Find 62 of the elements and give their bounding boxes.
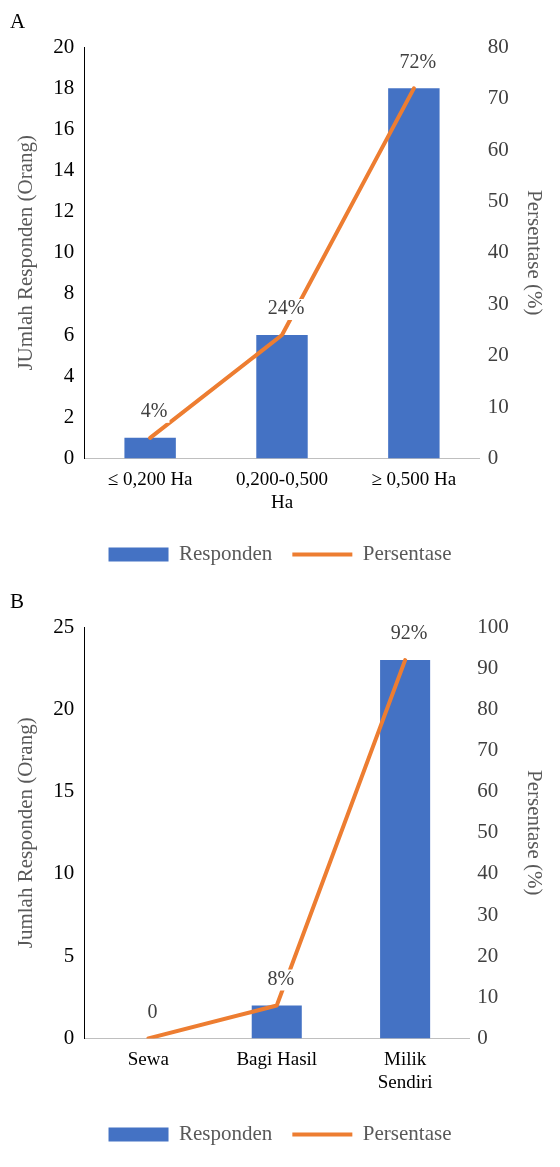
chart-title: B (10, 589, 25, 614)
x-tick-label: 0,200-0,500 Ha (236, 467, 328, 512)
y2-tick-label: 10 (477, 983, 499, 1008)
y-tick-label: 25 (53, 613, 75, 638)
y2-tick-label: 80 (487, 33, 509, 58)
data-label: 4% (140, 399, 168, 422)
y-tick-label: 16 (53, 115, 75, 140)
y2-tick-label: 0 (487, 444, 499, 469)
y-tick-label: 10 (53, 239, 75, 264)
chart-title: A (10, 9, 26, 34)
y2-tick-label: 0 (477, 1024, 488, 1049)
y-axis-title: JUmlah Responden (Orang) (13, 134, 38, 371)
x-tick-label: ≤ 0,200 Ha (107, 467, 194, 489)
legend-label: Responden (179, 541, 273, 566)
data-label: 0 (147, 999, 158, 1022)
y-tick-label: 2 (63, 403, 75, 428)
y2-tick-label: 20 (477, 942, 499, 967)
y2-tick-label: 50 (487, 187, 509, 212)
y2-tick-label: 60 (477, 778, 499, 803)
x-tick-label: Milik Sendiri (377, 1047, 433, 1092)
y2-tick-label: 30 (487, 290, 509, 315)
legend-label: Responden (179, 1121, 273, 1146)
data-label: 8% (267, 966, 295, 989)
y-tick-label: 6 (63, 321, 75, 346)
y-tick-label: 0 (63, 1024, 75, 1049)
y-tick-label: 15 (53, 778, 75, 803)
bar (124, 437, 176, 459)
legend-label: Persentase (362, 541, 452, 566)
y2-tick-label: 20 (487, 342, 509, 367)
y-tick-label: 8 (63, 280, 75, 305)
y2-tick-label: 30 (477, 901, 499, 926)
y2-tick-label: 60 (487, 136, 509, 161)
y-tick-label: 20 (53, 695, 75, 720)
y2-tick-label: 50 (477, 819, 499, 844)
y-tick-label: 12 (53, 198, 75, 223)
y2-tick-label: 70 (487, 85, 509, 110)
x-tick-label: ≥ 0,500 Ha (371, 467, 457, 489)
y2-tick-label: 100 (477, 613, 509, 638)
data-label: 24% (267, 296, 305, 319)
y2-axis-title: Persentase (%) (522, 770, 547, 896)
y2-tick-label: 40 (487, 239, 509, 264)
x-tick-label: Sewa (127, 1047, 170, 1069)
data-label: 72% (399, 49, 437, 72)
y-tick-label: 0 (63, 444, 75, 469)
bar (256, 335, 308, 459)
data-label: 92% (390, 621, 428, 644)
y2-tick-label: 80 (477, 695, 499, 720)
legend-label: Persentase (362, 1121, 452, 1146)
bar (388, 88, 440, 459)
y-tick-label: 14 (53, 157, 75, 182)
x-tick-label: Bagi Hasil (236, 1047, 318, 1069)
y2-axis-title: Persentase (%) (522, 190, 547, 316)
y-tick-label: 4 (63, 362, 75, 387)
y2-tick-label: 10 (487, 393, 509, 418)
y-tick-label: 20 (53, 33, 75, 58)
y-tick-label: 18 (53, 74, 75, 99)
y2-tick-label: 90 (477, 654, 499, 679)
y2-tick-label: 70 (477, 737, 499, 762)
y-tick-label: 10 (53, 860, 75, 885)
y2-tick-label: 40 (477, 860, 499, 885)
y-tick-label: 5 (63, 942, 75, 967)
y-axis-title: Jumlah Responden (Orang) (13, 717, 38, 949)
